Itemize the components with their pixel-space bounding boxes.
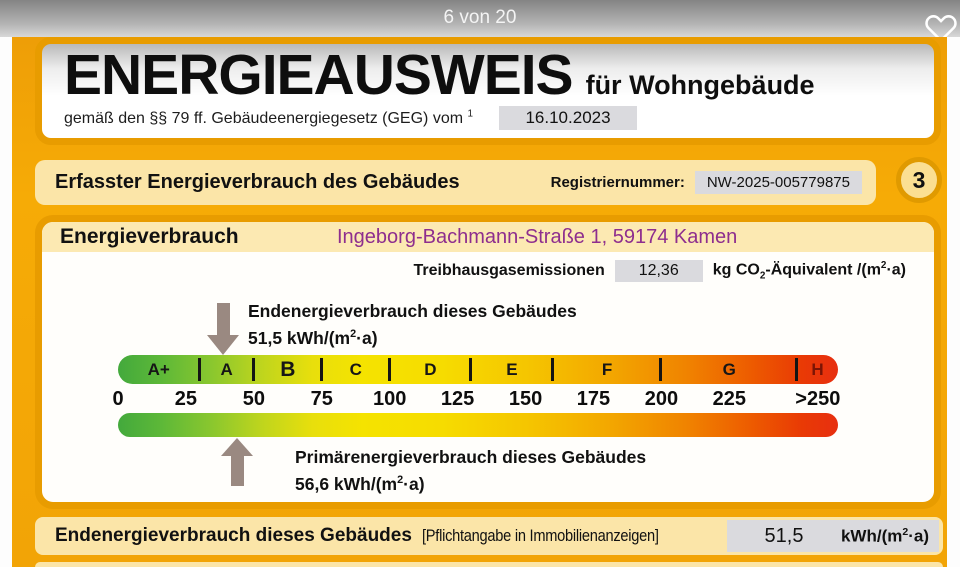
- summary-value-box: 51,5 kWh/(m2·a): [727, 520, 939, 552]
- summary-unit-post: ·a): [908, 526, 929, 546]
- scale-cell-a: A: [200, 355, 256, 384]
- building-address: Ingeborg-Bachmann-Straße 1, 59174 Kamen: [337, 226, 738, 248]
- ghg-unit-p3: ·a): [886, 261, 906, 279]
- scale-label: F: [601, 359, 613, 379]
- ghg-label: Treibhausgasemissionen: [413, 262, 605, 279]
- tick-250plus: >250: [795, 388, 841, 410]
- arrow-head: [207, 335, 239, 355]
- scale-cell-c: C: [322, 355, 391, 384]
- document-title: ENERGIEAUSWEIS: [64, 43, 574, 107]
- scale-cell-d: D: [390, 355, 472, 384]
- viewer-topbar: 6 von 20: [0, 0, 960, 37]
- energy-certificate-page: ENERGIEAUSWEIS für Wohngebäude gemäß den…: [12, 37, 947, 567]
- tick-25: 25: [174, 388, 198, 410]
- end-energy-value-sup: 2: [350, 328, 357, 340]
- tick-175: 175: [576, 388, 611, 410]
- primary-energy-value-pre: 56,6 kWh/(m: [295, 473, 398, 494]
- arrow-shaft: [216, 303, 230, 335]
- summary-unit-pre: kWh/(m: [840, 526, 903, 546]
- scale-label: D: [424, 359, 437, 379]
- tick-200: 200: [644, 388, 679, 410]
- summary-unit-sup: 2: [902, 525, 909, 538]
- document-subtitle: für Wohngebäude: [585, 70, 815, 100]
- tick-150: 150: [508, 388, 543, 410]
- title-box: ENERGIEAUSWEIS für Wohngebäude gemäß den…: [35, 37, 941, 145]
- tick-225: 225: [712, 388, 746, 410]
- ghg-unit: kg CO2-Äquivalent /(m2·a): [713, 260, 906, 282]
- page-margin-left: [0, 37, 12, 567]
- issue-date-value: 16.10.2023: [499, 106, 637, 130]
- scale-label: H: [811, 359, 824, 379]
- consumption-title: Energieverbrauch: [60, 225, 239, 248]
- scale-cell-h: H: [797, 355, 838, 384]
- law-text: gemäß den §§ 79 ff. Gebäudeenergiegesetz…: [64, 110, 468, 127]
- ghg-unit-p1: kg CO: [712, 261, 760, 279]
- scale-label: G: [722, 359, 736, 379]
- arrow-shaft: [230, 456, 244, 486]
- primary-energy-value: 56,6 kWh/(m2·a): [295, 469, 646, 496]
- primary-energy-label: Primärenergieverbrauch dieses Gebäudes: [295, 447, 647, 467]
- end-energy-annotation: Endenergieverbrauch dieses Gebäudes 51,5…: [248, 300, 577, 350]
- page-margin-right: [947, 37, 960, 567]
- end-energy-value: 51,5 kWh/(m2·a): [248, 323, 577, 350]
- primary-energy-value-sup: 2: [397, 474, 404, 486]
- scale-cell-aplus: A+: [118, 355, 200, 384]
- section-header-bar: Erfasster Energieverbrauch des Gebäudes …: [35, 160, 876, 205]
- energy-consumption-box: Energieverbrauch Ingeborg-Bachmann-Straß…: [35, 215, 941, 509]
- end-energy-value-pre: 51,5 kWh/(m: [248, 327, 351, 348]
- page-number-badge: 3: [896, 157, 942, 203]
- ghg-emissions-row: Treibhausgasemissionen 12,36 kg CO2-Äqui…: [414, 260, 906, 282]
- law-footnote: 1: [467, 108, 474, 120]
- ghg-unit-sub: 2: [759, 270, 766, 282]
- summary-unit: kWh/(m2·a): [841, 526, 939, 547]
- end-energy-value-post: ·a): [356, 327, 378, 348]
- tick-0: 0: [112, 388, 124, 410]
- energy-class-scale: A+ A B C D E F G H: [118, 355, 838, 384]
- scale-label: E: [506, 359, 518, 379]
- primary-energy-gradient-bar: [118, 413, 838, 437]
- image-counter: 6 von 20: [443, 7, 517, 28]
- summary-note: [Pflichtangabe in Immobilienanzeigen]: [421, 526, 659, 545]
- ghg-value: 12,36: [614, 260, 703, 282]
- registration-number: NW-2025-005779875: [694, 171, 862, 194]
- registration-label: Registriernummer:: [550, 174, 685, 191]
- scale-tick-labels: 0 25 50 75 100 125 150 175 200 225 >250: [112, 388, 841, 414]
- tick-100: 100: [373, 388, 407, 410]
- scale-label: C: [349, 359, 362, 379]
- scale-cell-g: G: [661, 355, 799, 384]
- section-title: Erfasster Energieverbrauch des Gebäudes: [55, 171, 460, 193]
- scale-label: A: [220, 359, 233, 379]
- tick-50: 50: [242, 388, 265, 410]
- scale-cell-e: E: [471, 355, 554, 384]
- primary-energy-annotation: Primärenergieverbrauch dieses Gebäudes 5…: [295, 446, 646, 496]
- end-energy-arrow-icon: [207, 303, 239, 355]
- summary-label: Endenergieverbrauch dieses Gebäudes: [55, 525, 412, 546]
- end-energy-summary-bar: Endenergieverbrauch dieses Gebäudes [Pfl…: [35, 517, 943, 555]
- favorite-heart-icon[interactable]: [923, 11, 959, 47]
- scale-cell-f: F: [553, 355, 663, 384]
- title-row: ENERGIEAUSWEIS für Wohngebäude: [64, 45, 934, 105]
- primary-energy-arrow-icon: [221, 438, 253, 486]
- end-energy-label: Endenergieverbrauch dieses Gebäudes: [248, 301, 577, 321]
- arrow-head: [221, 438, 253, 456]
- tick-75: 75: [310, 388, 333, 410]
- consumption-box-header: Energieverbrauch Ingeborg-Bachmann-Straß…: [42, 222, 934, 252]
- law-reference: gemäß den §§ 79 ff. Gebäudeenergiegesetz…: [64, 106, 934, 130]
- tick-125: 125: [440, 388, 475, 410]
- next-section-bar-partial: [35, 562, 943, 567]
- ghg-unit-sup: 2: [880, 260, 887, 272]
- ghg-unit-p2: -Äquivalent /(m: [765, 261, 881, 279]
- summary-value: 51,5: [764, 524, 804, 547]
- scale-label: A+: [147, 359, 170, 379]
- scale-label: B: [280, 357, 296, 381]
- primary-energy-value-post: ·a): [403, 473, 425, 494]
- scale-cell-b-highlighted: B: [254, 355, 323, 384]
